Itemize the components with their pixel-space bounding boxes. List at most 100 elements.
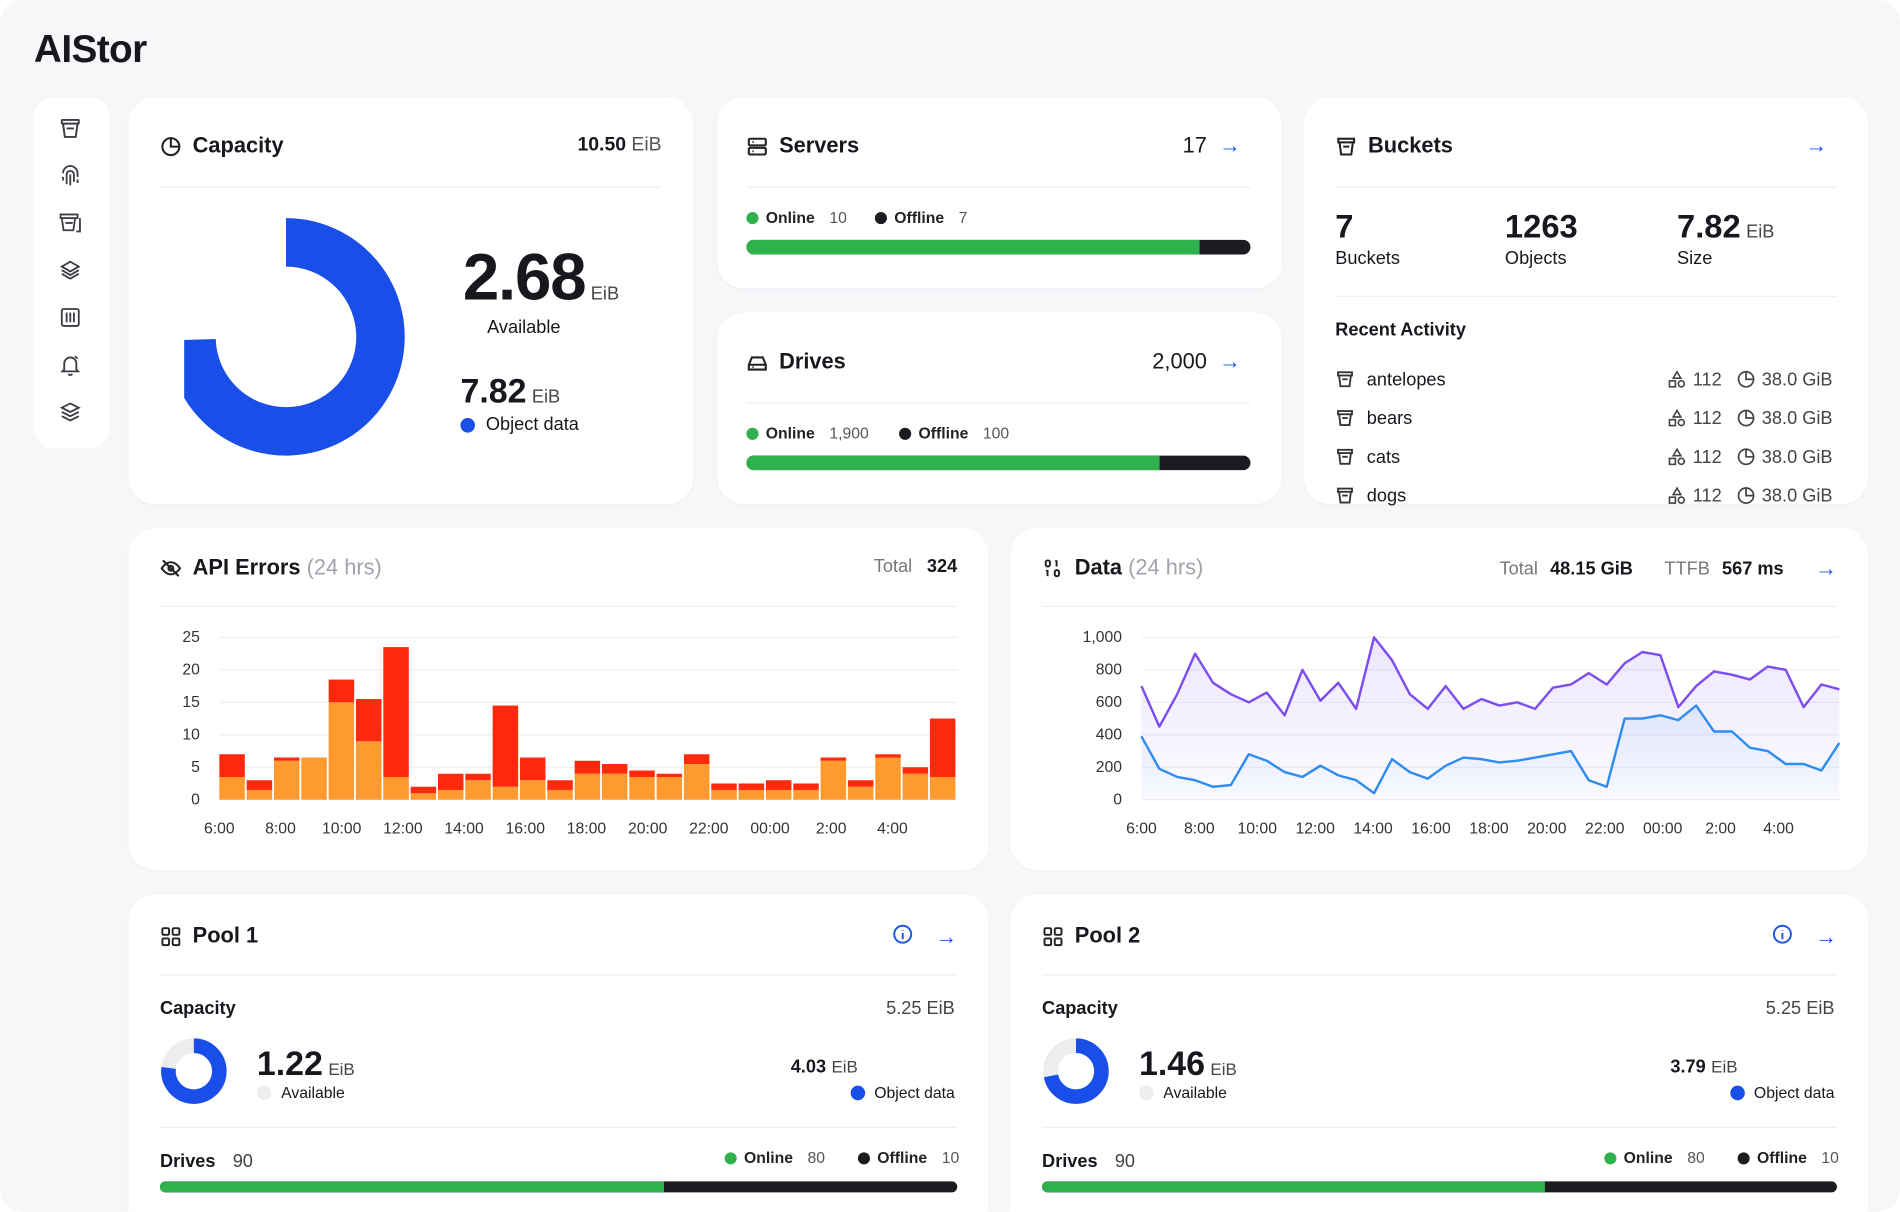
arrow-right-icon[interactable]: → [1815, 556, 1837, 581]
bar-segment-base [547, 789, 573, 800]
bar-segment-top [574, 760, 601, 774]
bar-segment-base [793, 789, 819, 800]
bucket-stack-icon[interactable] [58, 211, 85, 238]
shapes-icon [1667, 370, 1686, 389]
offline-label: Offline [877, 1148, 928, 1167]
online-value: 10 [829, 208, 847, 227]
app-title: AIStor [33, 26, 147, 71]
info-icon[interactable] [892, 923, 914, 951]
bucket-objects-value: 112 [1692, 368, 1722, 390]
bar-segment-top [683, 754, 710, 765]
bucket-name: antelopes [1366, 368, 1446, 390]
bucket-name: cats [1366, 446, 1401, 468]
online-dot [746, 427, 759, 440]
bucket-objects: 112 [1667, 368, 1722, 390]
pool-object: 4.03 EiB [791, 1057, 858, 1079]
offline-value: 7 [958, 208, 968, 227]
pie-icon [1736, 370, 1755, 389]
recent-bucket-row[interactable]: dogs 112 38.0 GiB [1335, 482, 1837, 509]
servers-online-fill [746, 239, 1201, 255]
x-tick-label: 20:00 [628, 821, 668, 838]
divider [1042, 605, 1837, 608]
x-tick-label: 4:00 [1763, 821, 1794, 838]
pool-object-unit: EiB [1711, 1056, 1738, 1076]
x-tick-label: 16:00 [506, 821, 546, 838]
arrow-right-icon[interactable]: → [1218, 348, 1241, 374]
y-tick-label: 200 [1096, 759, 1123, 776]
offline-label: Offline [894, 208, 945, 227]
bucket-objects: 112 [1667, 447, 1722, 467]
recent-bucket-row[interactable]: bears 112 38.0 GiB [1335, 405, 1837, 432]
bar-segment-base [273, 760, 300, 800]
pool-available-legend: Available [1138, 1083, 1227, 1101]
grid-icon [1042, 925, 1064, 947]
divider [159, 1126, 958, 1129]
pool-title-text: Pool 1 [192, 923, 259, 948]
x-tick-label: 22:00 [689, 821, 729, 838]
bar-segment-base [902, 773, 929, 800]
pool-available-unit: EiB [1210, 1059, 1237, 1079]
pool-capacity-label: Capacity [159, 998, 236, 1020]
x-tick-label: 20:00 [1527, 821, 1567, 838]
offline-label: Offline [918, 424, 969, 443]
eye-off-icon [160, 557, 182, 579]
x-tick-label: 8:00 [265, 821, 296, 838]
pool-drives: Drives 90 [1042, 1151, 1135, 1172]
bucket-size-value: 38.0 GiB [1761, 446, 1833, 468]
pool-actions: → [1772, 923, 1837, 951]
arrow-right-icon[interactable]: → [1218, 133, 1241, 158]
pool-object-label: Object data [874, 1083, 955, 1102]
stat-unit: EiB [1746, 221, 1775, 243]
buckets-title-text: Buckets [1368, 133, 1453, 158]
stat-value: 7 [1335, 208, 1354, 245]
recent-bucket-row[interactable]: antelopes 112 38.0 GiB [1335, 366, 1837, 393]
bar-segment-base [328, 702, 355, 800]
divider [1335, 186, 1837, 188]
x-tick-label: 8:00 [1184, 821, 1215, 838]
columns-icon[interactable] [58, 305, 85, 332]
recent-bucket-row[interactable]: cats 112 38.0 GiB [1335, 443, 1837, 470]
capacity-object: 7.82 EiB [460, 372, 560, 411]
servers-status-bar [746, 239, 1251, 255]
fingerprint-icon[interactable] [58, 164, 85, 191]
bell-icon[interactable] [58, 353, 85, 380]
api-errors-period: (24 hrs) [306, 554, 382, 580]
x-tick-label: 22:00 [1585, 821, 1625, 838]
available-label: Available [487, 317, 561, 339]
x-tick-label: 00:00 [1643, 821, 1683, 838]
y-tick-label: 5 [191, 759, 200, 776]
api-errors-title: API Errors (24 hrs) [160, 555, 382, 580]
bucket-size: 38.0 GiB [1736, 446, 1833, 468]
divider [159, 186, 662, 188]
object-unit: EiB [531, 386, 561, 408]
bucket-icon [1335, 370, 1354, 389]
bar-segment-top [902, 767, 929, 774]
pool-online: Online 80 [1604, 1149, 1705, 1167]
pool-object-unit: EiB [831, 1056, 858, 1076]
arrow-right-icon[interactable]: → [1815, 924, 1837, 949]
divider [1042, 974, 1837, 976]
data-period: (24 hrs) [1128, 554, 1204, 580]
capacity-total: 10.50 EiB [577, 134, 661, 156]
available-value: 2.68 [462, 241, 587, 314]
layers-icon[interactable] [58, 258, 85, 285]
bucket-icon [1335, 135, 1357, 157]
pool-object-value: 4.03 [790, 1056, 827, 1078]
stack-icon[interactable] [58, 400, 85, 427]
total-label: Total [1499, 558, 1538, 580]
bucket-icon[interactable] [58, 116, 85, 143]
arrow-right-icon[interactable]: → [1805, 133, 1828, 158]
drives-title: Drives [746, 349, 846, 374]
bar-segment-top [355, 699, 382, 742]
api-errors-card: API Errors (24 hrs) Total 324 0 5 10 15 20 25… [128, 528, 989, 871]
info-icon[interactable] [1772, 923, 1794, 951]
arrow-right-icon[interactable]: → [935, 924, 958, 949]
bar-segment-base [465, 780, 491, 800]
y-tick-label: 20 [182, 662, 200, 679]
api-errors-total: Total 324 [874, 556, 957, 577]
pie-icon [160, 135, 182, 157]
ttfb-value: 567 ms [1721, 558, 1784, 580]
bucket-size-value: 38.0 GiB [1761, 485, 1833, 506]
bar-segment-base [383, 776, 409, 800]
